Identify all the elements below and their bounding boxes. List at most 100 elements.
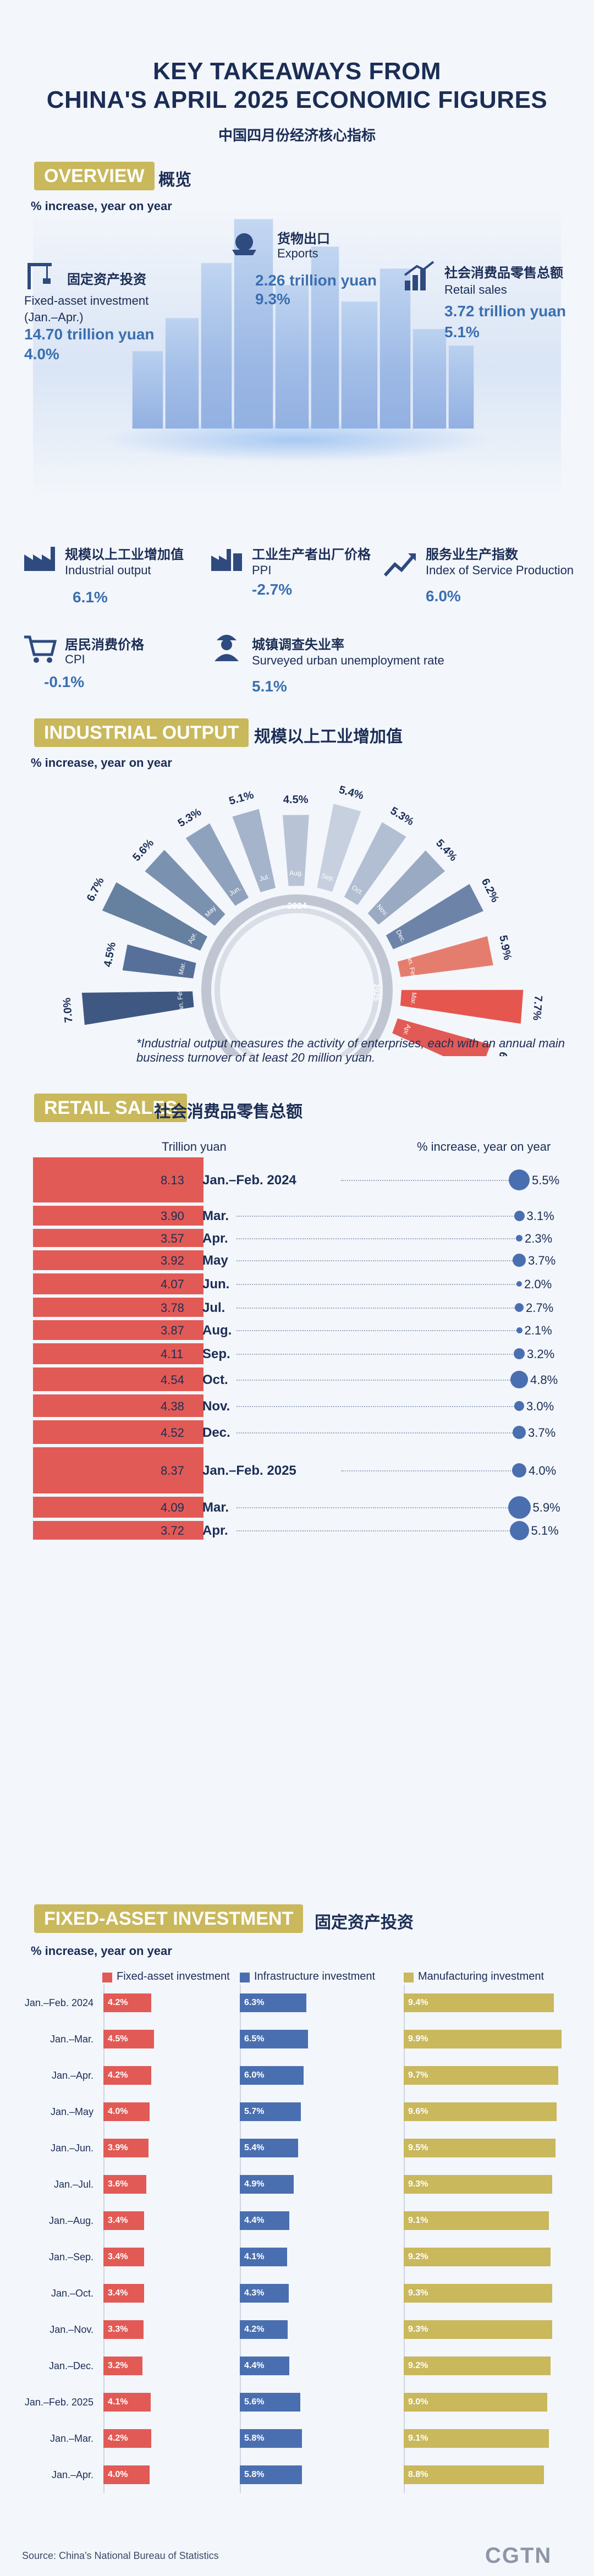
- fai-bar-2-13: 8.8%: [404, 2465, 544, 2484]
- fai-unit: % increase, year on year: [31, 1944, 172, 1958]
- fai-bar-label-0-0: 4.2%: [108, 1998, 128, 2007]
- fai-axis-2: [404, 1985, 405, 2493]
- fai-bar-2-10: 9.2%: [404, 2357, 551, 2375]
- retail-month-13: Apr.: [202, 1523, 228, 1538]
- fai-bar-label-2-3: 9.6%: [408, 2107, 428, 2116]
- retail-month-3: May: [202, 1253, 228, 1268]
- radial-ring-outer: [201, 894, 393, 1056]
- industrial-radial-chart: 7.0% Jan. Feb.4.5%Mar.6.7%Apr.5.6%May5.3%…: [61, 784, 544, 1056]
- retail-value-0: 8.13: [161, 1173, 184, 1187]
- fai-bar-0-13: 4.0%: [103, 2465, 150, 2484]
- retail-pct-dot-7: [514, 1348, 525, 1359]
- retail-pct-label-4: 2.0%: [524, 1277, 552, 1291]
- radial-bar-9: [367, 850, 446, 925]
- fai-en: Fixed-asset investment: [24, 294, 149, 307]
- retail-pct-label-3: 3.7%: [528, 1254, 556, 1267]
- fai-bar-label-1-3: 5.7%: [244, 2107, 265, 2116]
- retail-dotline-4: [237, 1284, 517, 1285]
- radial-year-2024: 2024: [287, 902, 307, 911]
- retail-pct-dot-5: [515, 1303, 524, 1312]
- legend-fai-label: Fixed-asset investment: [117, 1970, 230, 1982]
- retail-en: Retail sales: [444, 283, 507, 296]
- retail-bar-6: [33, 1320, 204, 1340]
- retail-pct: 5.1%: [444, 323, 480, 340]
- retail-bar-10: [33, 1420, 204, 1444]
- retail-dotline-7: [237, 1354, 517, 1355]
- fai-bar-label-1-9: 4.2%: [244, 2325, 265, 2334]
- fai-bar-label-2-9: 9.3%: [408, 2325, 428, 2334]
- fai-bar-0-6: 3.4%: [103, 2211, 144, 2230]
- retail-pct-label-13: 5.1%: [531, 1524, 559, 1537]
- retail-pct-label-9: 3.0%: [526, 1399, 554, 1413]
- retail-month-0: Jan.–Feb. 2024: [202, 1173, 296, 1188]
- fai-bar-0-1: 4.5%: [103, 2030, 154, 2048]
- title-line-1: KEY TAKEAWAYS FROM: [152, 58, 442, 85]
- fai-bar-0-7: 3.4%: [103, 2248, 144, 2266]
- fai-axis-0: [103, 1985, 105, 2493]
- radial-month-label-13: Apr.: [402, 1023, 413, 1037]
- legend-infra-label: Infrastructure investment: [254, 1970, 376, 1982]
- retail-pct-label-6: 2.1%: [524, 1323, 552, 1337]
- retail-pct-label-11: 4.0%: [529, 1464, 557, 1478]
- fai-bar-2-7: 9.2%: [404, 2248, 551, 2266]
- fai-bar-label-1-0: 6.3%: [244, 1998, 265, 2007]
- unemployment-cn: 城镇调查失业率: [252, 638, 344, 652]
- retail-dotline-8: [237, 1379, 517, 1381]
- retail-pct-dot-2: [516, 1234, 522, 1242]
- retail-month-12: Mar.: [202, 1500, 229, 1515]
- retail-dotline-0: [341, 1180, 517, 1181]
- retail-pct-dot-13: [509, 1520, 529, 1540]
- fai-bar-label-2-1: 9.9%: [408, 2034, 428, 2044]
- radial-value-label-0: 7.0%: [61, 997, 75, 1024]
- retail-bar-8: [33, 1367, 204, 1391]
- retail-bar-13: [33, 1521, 204, 1540]
- services-en: Index of Service Production: [426, 563, 574, 577]
- retail-pct-label-5: 2.7%: [526, 1300, 554, 1315]
- page-title: KEY TAKEAWAYS FROM CHINA'S APRIL 2025 EC…: [0, 57, 594, 114]
- cpi-pct: -0.1%: [44, 673, 85, 690]
- fai-bar-label-0-2: 4.2%: [108, 2070, 128, 2080]
- radial-month-label-0: Jan. Feb.: [175, 986, 185, 1014]
- fai-bar-label-1-2: 6.0%: [244, 2070, 265, 2080]
- retail-tag: RETAIL SALES: [34, 1094, 188, 1122]
- retail-month-1: Mar.: [202, 1209, 229, 1223]
- fai-bar-2-12: 9.1%: [404, 2429, 549, 2448]
- retail-dotline-6: [237, 1330, 517, 1331]
- retail-pct-dot-0: [509, 1169, 530, 1190]
- crane-icon: [28, 263, 52, 289]
- fai-bar-label-0-8: 3.4%: [108, 2288, 128, 2298]
- industrial-tag: INDUSTRIAL OUTPUT: [34, 718, 249, 747]
- trend-icon: [383, 553, 416, 577]
- retail-dotline-2: [237, 1238, 517, 1239]
- fai-bar-0-2: 4.2%: [103, 2066, 151, 2085]
- retail-bar-9: [33, 1394, 204, 1417]
- fai-bar-0-8: 3.4%: [103, 2284, 144, 2303]
- fai-bar-label-2-0: 9.4%: [408, 1998, 428, 2007]
- cpi-en: CPI: [65, 652, 85, 666]
- fai-value: 14.70 trillion yuan: [24, 326, 155, 343]
- retail-pct-dot-4: [516, 1281, 522, 1287]
- fai-bar-0-9: 3.3%: [103, 2320, 144, 2339]
- retail-bar-0: [33, 1157, 204, 1202]
- ppi-en: PPI: [252, 563, 272, 577]
- retail-pct-label-0: 5.5%: [532, 1173, 560, 1187]
- page-subtitle-cn: 中国四月份经济核心指标: [218, 127, 376, 144]
- fai-bar-1-6: 4.4%: [240, 2211, 289, 2230]
- retail-value-4: 4.07: [161, 1277, 184, 1291]
- title-line-2: CHINA'S APRIL 2025 ECONOMIC FIGURES: [46, 86, 548, 113]
- fai-bar-label-1-12: 5.8%: [244, 2434, 265, 2443]
- worker-icon: [215, 635, 239, 661]
- fai-bar-0-12: 4.2%: [103, 2429, 151, 2448]
- fai-bar-1-11: 5.6%: [240, 2393, 300, 2412]
- fai-category-0: Jan.–Feb. 2024: [24, 1997, 94, 2008]
- fai-bar-1-2: 6.0%: [240, 2066, 304, 2085]
- fai-bar-1-13: 5.8%: [240, 2465, 302, 2484]
- retail-pct-dot-11: [512, 1463, 526, 1478]
- fai-bar-1-5: 4.9%: [240, 2175, 294, 2194]
- fai-bar-label-0-1: 4.5%: [108, 2034, 128, 2044]
- ppi-cn: 工业生产者出厂价格: [252, 547, 371, 562]
- retail-value-12: 4.09: [161, 1501, 184, 1514]
- fai-bar-1-1: 6.5%: [240, 2030, 308, 2048]
- retail-pct-dot-10: [513, 1425, 526, 1439]
- retail-bar-12: [33, 1497, 204, 1518]
